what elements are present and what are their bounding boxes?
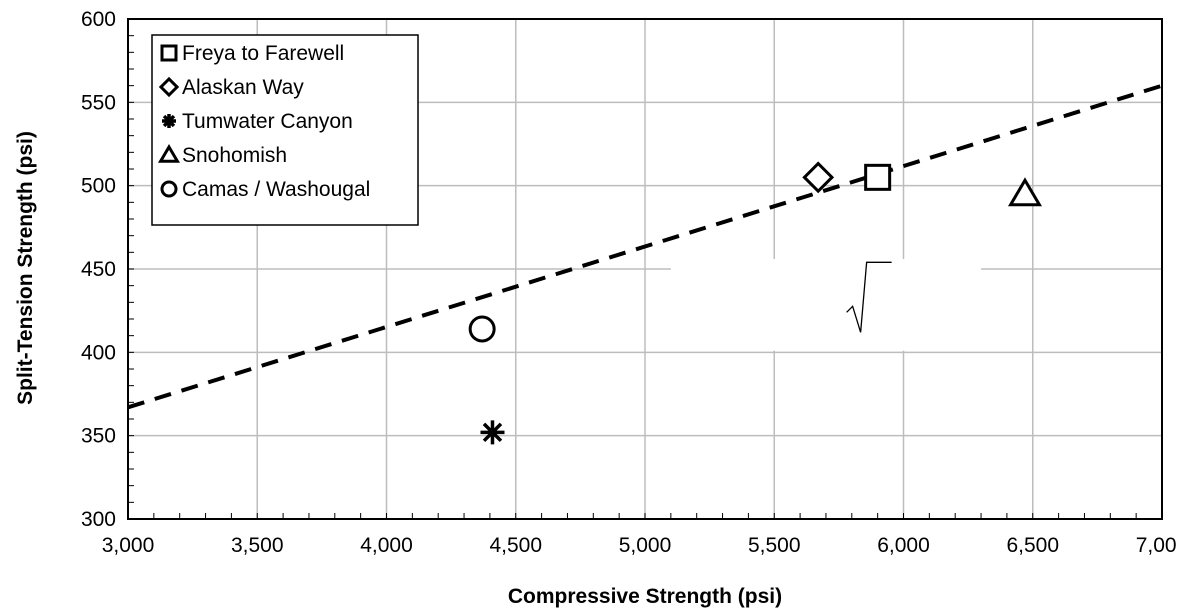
y-tick-label: 600: [81, 8, 116, 31]
legend-label: Alaskan Way: [182, 76, 304, 99]
x-tick-label: 3,500: [231, 534, 284, 557]
x-tick-label: 5,000: [619, 534, 672, 557]
x-axis-tick-labels: 3,000 3,500 4,000 4,500 5,000 5,500 6,000 6,500…: [102, 534, 1177, 557]
x-tick-label: 4,000: [360, 534, 413, 557]
data-points: [468, 161, 1043, 445]
legend-label: Tumwater Canyon: [182, 110, 353, 133]
data-point-diamond: [802, 161, 835, 194]
legend-marker-triangle: [157, 143, 181, 163]
y-tick-label: 500: [81, 175, 116, 198]
x-tick-label: 6,500: [1006, 534, 1059, 557]
trendline: [127, 83, 1163, 410]
x-tick-label: 3,000: [102, 534, 155, 557]
x-tick-label: 7,000: [1136, 534, 1177, 557]
x-tick-label: 5,500: [748, 534, 801, 557]
data-point-circle: [468, 315, 496, 343]
legend-marker-circle: [160, 180, 178, 198]
x-axis-title: Compressive Strength (psi): [508, 585, 782, 608]
plot-area-frame: [127, 18, 1163, 520]
y-axis-title: Split-Tension Strength (psi): [14, 131, 37, 405]
data-point-square: [864, 163, 892, 191]
legend-label: Camas / Washougal: [182, 178, 370, 201]
legend-box: [151, 34, 419, 226]
data-point-triangle: [1007, 177, 1043, 207]
y-tick-label: 400: [81, 341, 116, 364]
legend-marker-diamond: [158, 76, 180, 98]
trendline-group: [127, 83, 1163, 410]
legend-marker-asterisk: [162, 114, 176, 128]
legend-marker-square: [160, 44, 178, 62]
x-tick-label: 4,500: [489, 534, 542, 557]
legend-label: Freya to Farewell: [182, 42, 344, 65]
y-axis-tick-labels: 300 350 400 450 500 550 600: [81, 8, 116, 531]
x-tick-label: 6,000: [877, 534, 930, 557]
legend: Freya to Farewell Alaskan Way Tumwater Can…: [151, 34, 419, 226]
annotation-box: [670, 259, 982, 351]
y-tick-label: 450: [81, 258, 116, 281]
y-tick-label: 350: [81, 425, 116, 448]
y-tick-label: 550: [81, 91, 116, 114]
legend-label: Snohomish: [182, 144, 287, 167]
square-root-symbol: [846, 261, 892, 333]
y-tick-label: 300: [81, 508, 116, 531]
data-point-asterisk: [480, 420, 505, 445]
